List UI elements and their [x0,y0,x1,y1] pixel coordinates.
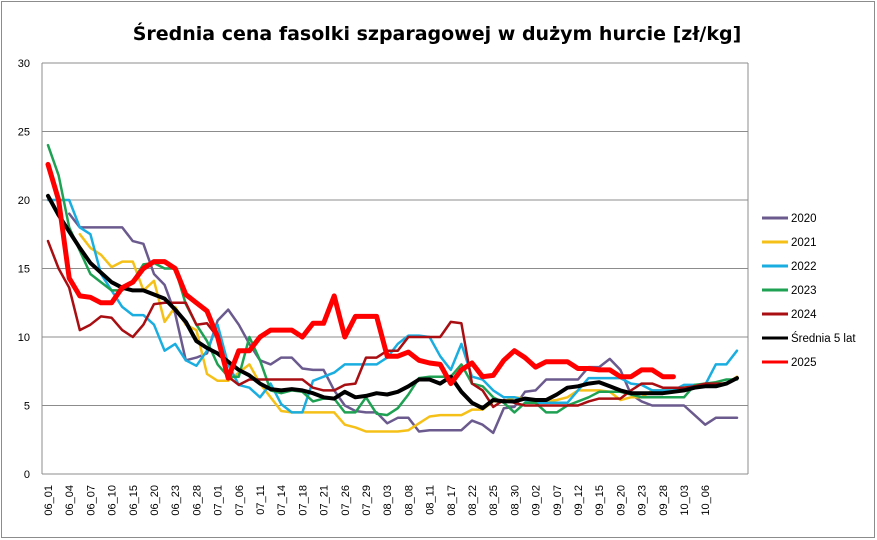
x-tick-label: 07_06 [234,485,246,516]
x-tick-label: 06_20 [149,485,161,516]
x-tick-label: 08_11 [425,485,437,515]
x-tick-label: 09_12 [573,485,585,516]
y-tick-label: 25 [18,127,30,139]
x-tick-label: 09_23 [637,485,649,516]
x-tick-label: 06_23 [170,485,182,516]
series-line-2025 [45,161,676,387]
legend-label: 2023 [791,285,817,297]
legend-label: 2025 [791,357,817,369]
legend: 2020 2021 2022 2023 2024 Średnia 5 lat 2025 [762,213,856,369]
x-tick-label: 07_01 [213,485,225,516]
series-line-2024 [46,239,739,409]
x-tick-label: 08_17 [446,485,458,516]
series-lines [45,143,739,435]
x-tick-label: 09_20 [615,485,627,516]
x-tick-label: 06_07 [85,485,97,516]
x-tick-label: 08_03 [382,485,394,516]
x-tick-label: 09_02 [531,485,543,516]
x-tick-label: 06_04 [64,485,76,516]
x-axis: 06_01 06_04 06_07 06_10 06_15 06_20 06_23 06_28… [43,485,712,516]
x-tick-label: 07_14 [276,485,288,516]
legend-label: 2020 [791,213,817,225]
x-tick-label: 08_25 [488,485,500,516]
y-tick-label: 10 [18,332,30,344]
x-tick-label: 06_15 [128,485,140,516]
chart-title: Średnia cena fasolki szparagowej w dużym… [133,21,742,45]
x-tick-label: 08_08 [403,485,415,516]
legend-label: Średnia 5 lat [791,332,856,345]
y-tick-label: 5 [24,401,30,413]
x-tick-label: 09_07 [552,485,564,516]
x-tick-label: 06_01 [43,485,55,516]
legend-label: 2021 [791,237,817,249]
series-line-średnia-5-lat [46,193,739,411]
x-tick-label: 07_18 [297,485,309,516]
x-tick-label: 06_28 [191,485,203,516]
x-tick-label: 09_28 [658,485,670,516]
x-tick-label: 07_29 [361,485,373,516]
y-tick-label: 20 [18,195,30,207]
x-tick-label: 06_10 [107,485,119,516]
y-tick-label: 30 [18,58,30,70]
y-tick-label: 0 [24,469,30,481]
x-tick-label: 10_03 [679,485,691,516]
legend-label: 2022 [791,261,817,273]
legend-label: 2024 [791,309,817,321]
x-tick-label: 08_22 [467,485,479,516]
x-tick-label: 10_06 [700,485,712,516]
y-axis: 0 5 10 15 20 25 30 [18,58,30,481]
x-tick-label: 07_11 [255,485,267,515]
x-tick-label: 08_30 [509,485,521,516]
x-tick-label: 09_15 [594,485,606,516]
y-tick-label: 15 [18,264,30,276]
x-tick-label: 07_21 [319,485,331,516]
x-tick-label: 07_26 [340,485,352,516]
